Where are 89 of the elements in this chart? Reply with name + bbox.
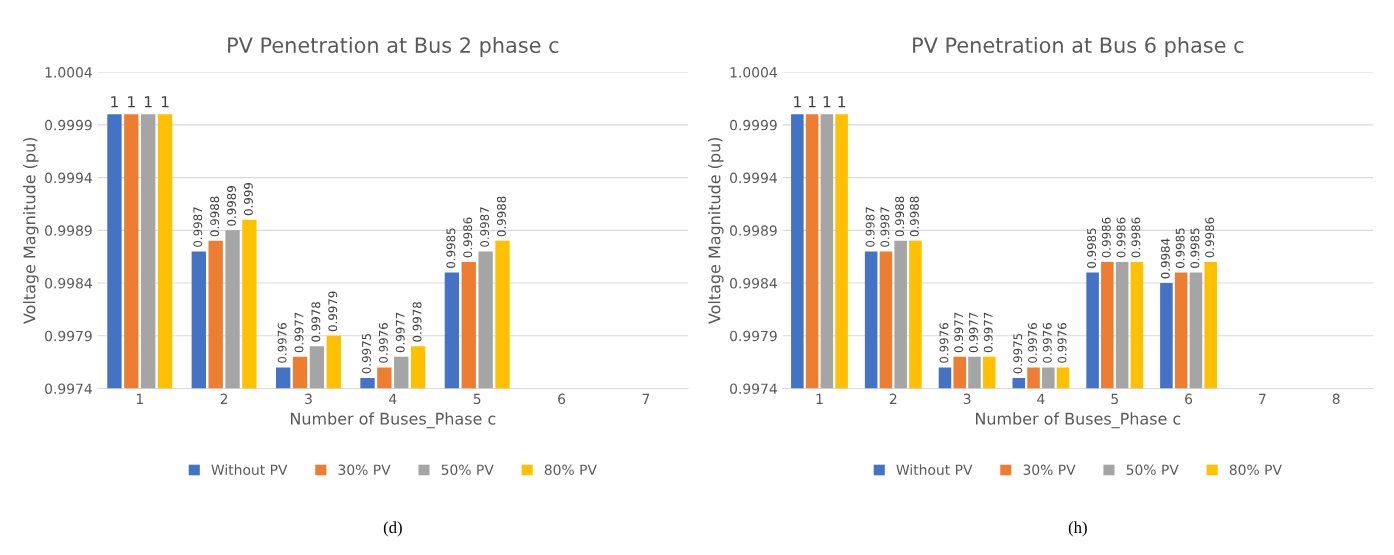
legend-label: 30% PV — [1023, 464, 1076, 476]
data-label: 0.9988 — [210, 196, 220, 237]
data-label: 0.9979 — [328, 291, 338, 332]
data-label: 0.9975 — [362, 333, 371, 374]
data-label: 1 — [111, 96, 118, 108]
data-label: 1 — [794, 96, 801, 108]
y-tick-label: 0.9984 — [730, 278, 777, 289]
chart-title: PV Penetration at Bus 6 phase c — [913, 36, 1244, 58]
data-label: 1 — [823, 96, 831, 108]
x-tick-label: 3 — [305, 393, 312, 405]
x-tick-label: 5 — [473, 393, 481, 405]
data-label: 0.9986 — [463, 217, 473, 258]
legend-label: Without PV — [896, 464, 973, 476]
data-label: 0.9977 — [294, 312, 304, 353]
data-label: 0.9977 — [954, 312, 964, 353]
data-label: 0.9987 — [880, 207, 890, 247]
data-label: 1 — [161, 96, 169, 108]
y-tick-label: 0.9994 — [45, 172, 92, 184]
legend-label: Without PV — [211, 464, 288, 476]
data-label: 0.9977 — [983, 312, 993, 353]
x-tick-label: 6 — [1185, 393, 1193, 405]
data-label: 0.9975 — [1013, 333, 1023, 374]
y-tick-label: 0.9999 — [730, 119, 777, 131]
data-label: 0.9988 — [895, 196, 905, 237]
data-label: 1 — [838, 96, 846, 108]
legend-label: 50% PV — [1126, 464, 1179, 476]
data-label: 0.9984 — [1160, 238, 1170, 279]
x-tick-label: 3 — [963, 393, 971, 405]
data-label: 0.9978 — [311, 302, 321, 342]
y-tick-label: 0.9989 — [45, 225, 92, 236]
data-label: 0.9985 — [1087, 228, 1097, 268]
data-label: 1 — [808, 96, 816, 108]
legend-label: 30% PV — [338, 464, 391, 476]
x-tick-label: 1 — [816, 393, 823, 404]
y-tick-label: 0.9979 — [45, 330, 92, 342]
data-label: 0.9987 — [480, 207, 490, 247]
y-tick-label: 0.9994 — [730, 172, 777, 184]
y-tick-label: 0.9999 — [45, 119, 92, 131]
data-label: 0.9976 — [1028, 323, 1037, 363]
x-tick-label: 2 — [220, 393, 228, 404]
x-tick-label: 8 — [1332, 393, 1340, 405]
data-label: 0.9986 — [1101, 217, 1111, 258]
data-label: 0.9985 — [1190, 228, 1200, 268]
x-tick-label: 7 — [1259, 393, 1266, 404]
data-label: 0.9987 — [865, 207, 875, 247]
data-label: 0.999 — [243, 183, 253, 216]
x-tick-label: 7 — [642, 393, 650, 404]
data-label: 0.9976 — [939, 323, 949, 363]
x-axis-title: Number of Buses_Phase c — [291, 412, 496, 429]
data-label: 0.9985 — [446, 228, 456, 268]
text: (d) — [383, 521, 402, 537]
x-tick-label: 6 — [558, 393, 566, 405]
data-label: 0.9986 — [1205, 217, 1215, 258]
y-tick-label: 0.9984 — [45, 278, 92, 289]
y-tick-label: 0.9974 — [730, 383, 777, 394]
y-tick-label: 1.0004 — [730, 67, 777, 78]
x-tick-label: 4 — [389, 393, 397, 404]
x-tick-label: 1 — [136, 393, 143, 404]
data-label: 0.9977 — [968, 312, 978, 353]
data-label: 0.9989 — [227, 186, 236, 226]
x-tick-label: 4 — [1037, 393, 1045, 404]
data-label: 0.9987 — [193, 207, 203, 247]
data-label: 0.9978 — [412, 302, 422, 342]
y-axis-title: Voltage Magnitude (pu) — [708, 137, 724, 324]
text: (h) — [1068, 521, 1087, 537]
data-label: 0.9976 — [277, 323, 287, 363]
data-label: 0.9977 — [395, 312, 405, 353]
y-tick-label: 0.9979 — [730, 330, 777, 342]
data-label: 0.9988 — [909, 196, 919, 237]
legend-label: 80% PV — [1229, 464, 1282, 476]
y-tick-label: 0.9974 — [45, 383, 92, 394]
data-label: 0.9986 — [1116, 217, 1126, 258]
y-axis-title: Voltage Magnitude (pu) — [23, 137, 39, 324]
y-tick-label: 0.9989 — [730, 225, 777, 236]
x-axis-title: Number of Buses_Phase c — [976, 412, 1181, 429]
chart-title: PV Penetration at Bus 2 phase c — [228, 36, 559, 58]
data-label: 1 — [145, 96, 152, 108]
data-label: 0.9988 — [497, 196, 506, 237]
data-label: 0.9976 — [1042, 323, 1052, 363]
data-label: 0.9985 — [1175, 228, 1185, 268]
legend-label: 50% PV — [441, 464, 494, 476]
data-label: 0.9986 — [1131, 217, 1141, 258]
data-label: 1 — [128, 96, 135, 108]
x-tick-label: 5 — [1111, 393, 1118, 405]
data-label: 0.9976 — [378, 323, 388, 363]
data-label: 0.9976 — [1057, 323, 1067, 363]
x-tick-label: 2 — [889, 393, 897, 404]
legend-label: 80% PV — [544, 464, 597, 476]
y-tick-label: 1.0004 — [45, 67, 92, 78]
